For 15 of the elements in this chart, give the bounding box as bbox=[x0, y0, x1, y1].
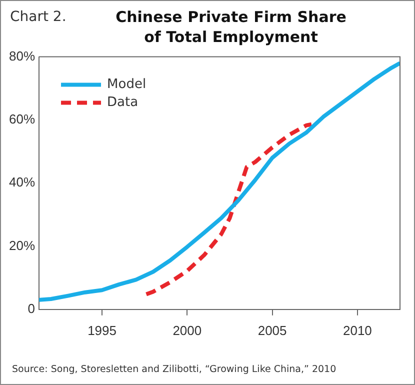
y-tick-label: 20% bbox=[8, 238, 36, 253]
x-tick-label: 1995 bbox=[88, 322, 116, 338]
y-tick-label: 80% bbox=[8, 48, 36, 64]
source-note: Source: Song, Storesletten and Zilibotti, “Growing Like China,” 2010 bbox=[12, 364, 336, 375]
legend-label: Model bbox=[107, 77, 146, 92]
x-tick-label: 2010 bbox=[342, 322, 372, 338]
y-tick-label: 60% bbox=[8, 112, 36, 127]
caption: Chart 2. bbox=[10, 9, 66, 25]
line-series bbox=[144, 122, 314, 296]
legend-label: Data bbox=[107, 95, 138, 110]
y-tick-label: 0 bbox=[28, 300, 36, 316]
chart-title: Chinese Private Firm Share of Total Employment bbox=[114, 7, 348, 47]
x-tick-label: 2000 bbox=[172, 322, 202, 338]
x-tick-label: 2005 bbox=[258, 322, 287, 338]
y-tick-label: 40% bbox=[8, 174, 36, 190]
